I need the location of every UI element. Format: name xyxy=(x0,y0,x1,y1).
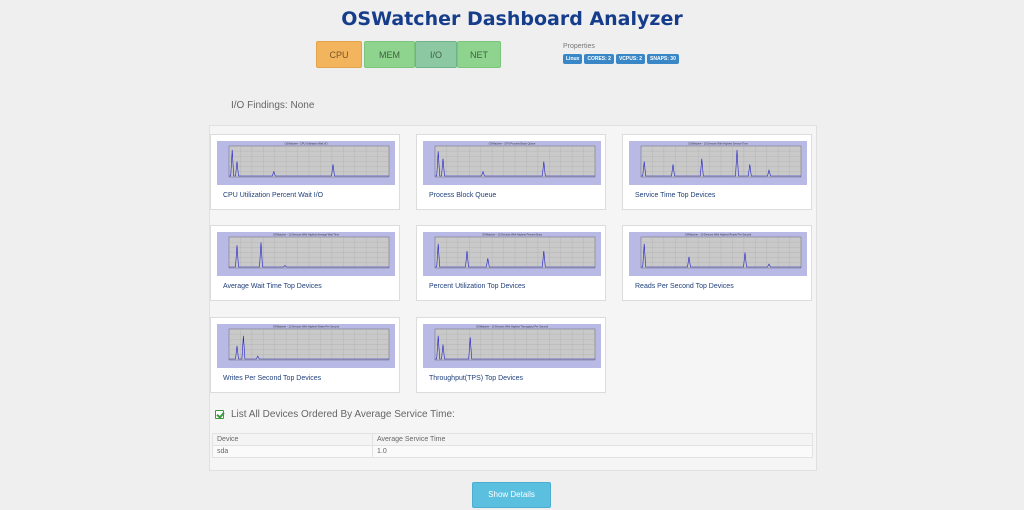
chart-title: OSWatcher - 10 Devices With Highest Writ… xyxy=(273,325,340,329)
series-line xyxy=(229,242,389,268)
chart-title: OSWatcher - 10 Devices With Highest Perc… xyxy=(482,233,543,237)
chart-thumbnail[interactable]: OSWatcher - CPU Utilization Wait I/O xyxy=(217,141,395,185)
chart-card-avg-wait-time[interactable]: OSWatcher - 10 Devices With Highest Aver… xyxy=(210,225,400,301)
chart-card-writes-per-second[interactable]: OSWatcher - 10 Devices With Highest Writ… xyxy=(210,317,400,393)
tab-io[interactable]: I/O xyxy=(415,41,457,68)
chart-title: OSWatcher - CPU Process Block Queue xyxy=(489,142,536,146)
chart-card-reads-per-second[interactable]: OSWatcher - 10 Devices With Highest Read… xyxy=(622,225,812,301)
chart-thumbnail[interactable]: OSWatcher - 10 Devices With Highest Serv… xyxy=(629,141,807,185)
series-line xyxy=(435,335,595,360)
vcpus-badge: VCPUS: 2 xyxy=(615,54,646,64)
snaps-badge: SNAPS: 30 xyxy=(647,54,679,64)
io-findings-text: I/O Findings: None xyxy=(231,100,315,111)
chart-caption[interactable]: Average Wait Time Top Devices xyxy=(223,283,322,290)
chart-caption[interactable]: Service Time Top Devices xyxy=(635,192,716,199)
devices-table: Device Average Service Time sda 1.0 xyxy=(212,433,813,458)
chart-card-cpu-wait-io[interactable]: OSWatcher - CPU Utilization Wait I/O CPU … xyxy=(210,134,400,210)
series-line xyxy=(641,149,801,177)
chart-caption[interactable]: CPU Utilization Percent Wait I/O xyxy=(223,192,324,199)
show-details-button[interactable]: Show Details xyxy=(472,482,551,508)
os-badge: Linux xyxy=(563,54,583,64)
tab-net[interactable]: NET xyxy=(457,41,501,68)
series-line xyxy=(435,151,595,177)
chart-caption[interactable]: Throughput(TPS) Top Devices xyxy=(429,375,524,382)
devices-heading: List All Devices Ordered By Average Serv… xyxy=(215,409,455,420)
series-line xyxy=(229,149,389,177)
chart-title: OSWatcher - 10 Devices With Highest Thro… xyxy=(476,325,549,329)
chart-caption[interactable]: Process Block Queue xyxy=(429,192,497,199)
properties-badges: Linux CORES: 2 VCPUS: 2 SNAPS: 30 xyxy=(563,54,679,64)
series-line xyxy=(435,243,595,268)
tab-mem[interactable]: MEM xyxy=(364,41,415,68)
chart-thumbnail[interactable]: OSWatcher - 10 Devices With Highest Read… xyxy=(629,232,807,276)
chart-title: OSWatcher - 10 Devices With Highest Serv… xyxy=(688,142,748,146)
chart-thumbnail[interactable]: OSWatcher - 10 Devices With Highest Perc… xyxy=(423,232,601,276)
io-findings-heading: I/O Findings: None xyxy=(215,100,314,111)
chart-title: OSWatcher - CPU Utilization Wait I/O xyxy=(284,142,327,146)
series-line xyxy=(229,335,389,360)
chart-caption[interactable]: Writes Per Second Top Devices xyxy=(223,375,322,382)
chart-caption[interactable]: Percent Utilization Top Devices xyxy=(429,283,526,290)
chart-caption[interactable]: Reads Per Second Top Devices xyxy=(635,283,734,290)
chart-thumbnail[interactable]: OSWatcher - CPU Process Block Queue xyxy=(423,141,601,185)
chart-card-process-block-queue[interactable]: OSWatcher - CPU Process Block Queue Proce… xyxy=(416,134,606,210)
devices-heading-text: List All Devices Ordered By Average Serv… xyxy=(231,409,455,420)
metric-tabs: CPU MEM I/O NET xyxy=(316,41,501,68)
chart-title: OSWatcher - 10 Devices With Highest Aver… xyxy=(273,233,340,237)
device-cell: sda xyxy=(212,445,373,458)
chart-card-service-time[interactable]: OSWatcher - 10 Devices With Highest Serv… xyxy=(622,134,812,210)
series-line xyxy=(641,243,801,268)
chart-thumbnail[interactable]: OSWatcher - 10 Devices With Highest Writ… xyxy=(217,324,395,368)
database-icon xyxy=(215,101,224,110)
column-header-avg-service-time: Average Service Time xyxy=(372,433,813,446)
checkbox-icon xyxy=(215,410,224,419)
properties-label: Properties xyxy=(563,43,595,50)
chart-card-percent-utilization[interactable]: OSWatcher - 10 Devices With Highest Perc… xyxy=(416,225,606,301)
column-header-device: Device xyxy=(212,433,373,446)
table-row: sda 1.0 xyxy=(212,445,813,458)
chart-title: OSWatcher - 10 Devices With Highest Read… xyxy=(685,233,752,237)
avg-service-time-cell: 1.0 xyxy=(372,445,813,458)
tab-cpu[interactable]: CPU xyxy=(316,41,362,68)
properties: Properties Linux CORES: 2 VCPUS: 2 SNAPS… xyxy=(563,43,679,64)
page-title: OSWatcher Dashboard Analyzer xyxy=(341,8,683,30)
chart-thumbnail[interactable]: OSWatcher - 10 Devices With Highest Aver… xyxy=(217,232,395,276)
chart-thumbnail[interactable]: OSWatcher - 10 Devices With Highest Thro… xyxy=(423,324,601,368)
cores-badge: CORES: 2 xyxy=(584,54,614,64)
chart-card-throughput-tps[interactable]: OSWatcher - 10 Devices With Highest Thro… xyxy=(416,317,606,393)
table-header-row: Device Average Service Time xyxy=(212,433,813,446)
